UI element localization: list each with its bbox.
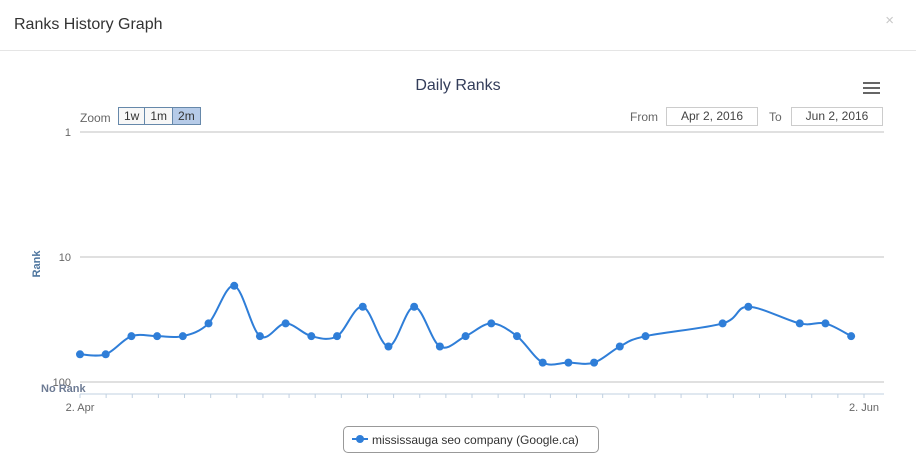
data-point[interactable] [590,358,599,367]
data-point[interactable] [744,302,753,311]
modal-title: Ranks History Graph [14,16,163,33]
data-point[interactable] [615,342,624,351]
data-point[interactable] [487,319,496,328]
data-point[interactable] [281,319,290,328]
data-point[interactable] [821,319,830,328]
x-tick-label: 2. Jun [849,402,879,414]
data-point[interactable] [718,319,727,328]
modal-header: Ranks History Graph × [0,0,916,51]
data-point[interactable] [76,350,84,359]
from-date-input[interactable]: Apr 2, 2016 [666,107,758,126]
legend-series-label: mississauga seo company (Google.ca) [372,433,579,447]
data-point[interactable] [204,319,213,328]
data-point[interactable] [512,332,521,341]
series-mississauga-seo-company[interactable] [76,281,856,367]
data-point[interactable] [795,319,804,328]
data-point[interactable] [153,332,162,341]
y-tick-label: 10 [59,252,71,264]
zoom-2m-button[interactable]: 2m [173,108,200,124]
data-point[interactable] [538,358,547,367]
from-label: From [630,110,658,124]
x-tick-label: 2. Apr [66,402,95,414]
y-axis-label: Rank [31,250,43,278]
zoom-button-group: 1w 1m 2m [118,107,201,125]
y-tick-label: 1 [65,127,71,139]
data-point[interactable] [461,332,470,341]
data-point[interactable] [384,342,393,351]
data-point[interactable] [178,332,187,341]
hamburger-menu-icon[interactable] [863,82,880,96]
menu-bar [863,87,880,89]
data-point[interactable] [127,332,136,341]
grid-lines [80,131,884,383]
data-point[interactable] [255,332,264,341]
data-point[interactable] [435,342,444,351]
zoom-label: Zoom [80,111,111,125]
zoom-1m-button[interactable]: 1m [145,108,174,124]
no-rank-label: No Rank [41,383,87,395]
data-point[interactable] [230,281,239,290]
y-tick-label: 100 [53,377,71,389]
data-point[interactable] [410,302,419,311]
data-point[interactable] [307,332,316,341]
menu-bar [863,92,880,94]
chart-title: Daily Ranks [415,77,501,94]
to-date-input[interactable]: Jun 2, 2016 [791,107,883,126]
to-label: To [769,110,782,124]
data-point[interactable] [101,350,110,359]
data-point[interactable] [641,332,650,341]
menu-bar [863,82,880,84]
close-icon[interactable]: × [885,12,894,29]
zoom-1w-button[interactable]: 1w [119,108,146,124]
data-point[interactable] [847,332,856,341]
legend-item[interactable]: mississauga seo company (Google.ca) [343,426,599,453]
data-point[interactable] [564,358,573,367]
data-point[interactable] [358,302,367,311]
data-point[interactable] [333,332,342,341]
legend-series-symbol [352,435,368,443]
series-line[interactable] [79,284,852,366]
